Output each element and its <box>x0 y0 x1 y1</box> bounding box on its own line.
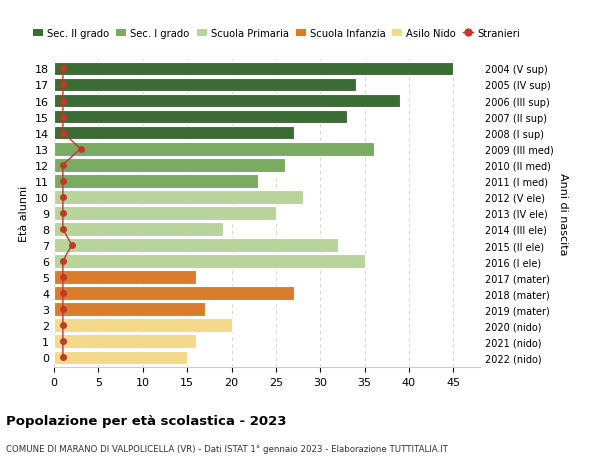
Point <box>58 274 68 281</box>
Bar <box>54 287 293 300</box>
Point <box>67 242 77 249</box>
Point <box>58 226 68 233</box>
Point <box>58 178 68 185</box>
Point <box>58 66 68 73</box>
Bar <box>54 95 400 108</box>
Point <box>58 162 68 169</box>
Point <box>58 258 68 265</box>
Bar <box>54 143 373 156</box>
Point <box>58 98 68 105</box>
Bar <box>54 271 196 284</box>
Bar <box>54 158 285 172</box>
Point <box>58 290 68 297</box>
Bar <box>54 239 338 252</box>
Bar <box>54 303 205 316</box>
Text: Popolazione per età scolastica - 2023: Popolazione per età scolastica - 2023 <box>6 414 287 428</box>
Legend: Sec. II grado, Sec. I grado, Scuola Primaria, Scuola Infanzia, Asilo Nido, Stran: Sec. II grado, Sec. I grado, Scuola Prim… <box>29 25 524 43</box>
Bar <box>54 319 232 332</box>
Bar <box>54 127 293 140</box>
Bar <box>54 223 223 236</box>
Text: COMUNE DI MARANO DI VALPOLICELLA (VR) - Dati ISTAT 1° gennaio 2023 - Elaborazion: COMUNE DI MARANO DI VALPOLICELLA (VR) - … <box>6 444 448 453</box>
Bar <box>54 78 356 92</box>
Bar <box>54 62 454 76</box>
Bar <box>54 255 365 269</box>
Point <box>58 338 68 345</box>
Bar <box>54 207 276 220</box>
Bar <box>54 335 196 348</box>
Bar <box>54 190 302 204</box>
Point <box>58 130 68 137</box>
Point <box>58 354 68 361</box>
Point <box>58 306 68 313</box>
Point <box>76 146 85 153</box>
Bar <box>54 351 187 364</box>
Point <box>58 194 68 201</box>
Y-axis label: Anni di nascita: Anni di nascita <box>557 172 568 255</box>
Y-axis label: Età alunni: Età alunni <box>19 185 29 241</box>
Point <box>58 210 68 217</box>
Point <box>58 82 68 89</box>
Bar <box>54 174 258 188</box>
Point <box>58 114 68 121</box>
Point <box>58 322 68 329</box>
Bar <box>54 111 347 124</box>
